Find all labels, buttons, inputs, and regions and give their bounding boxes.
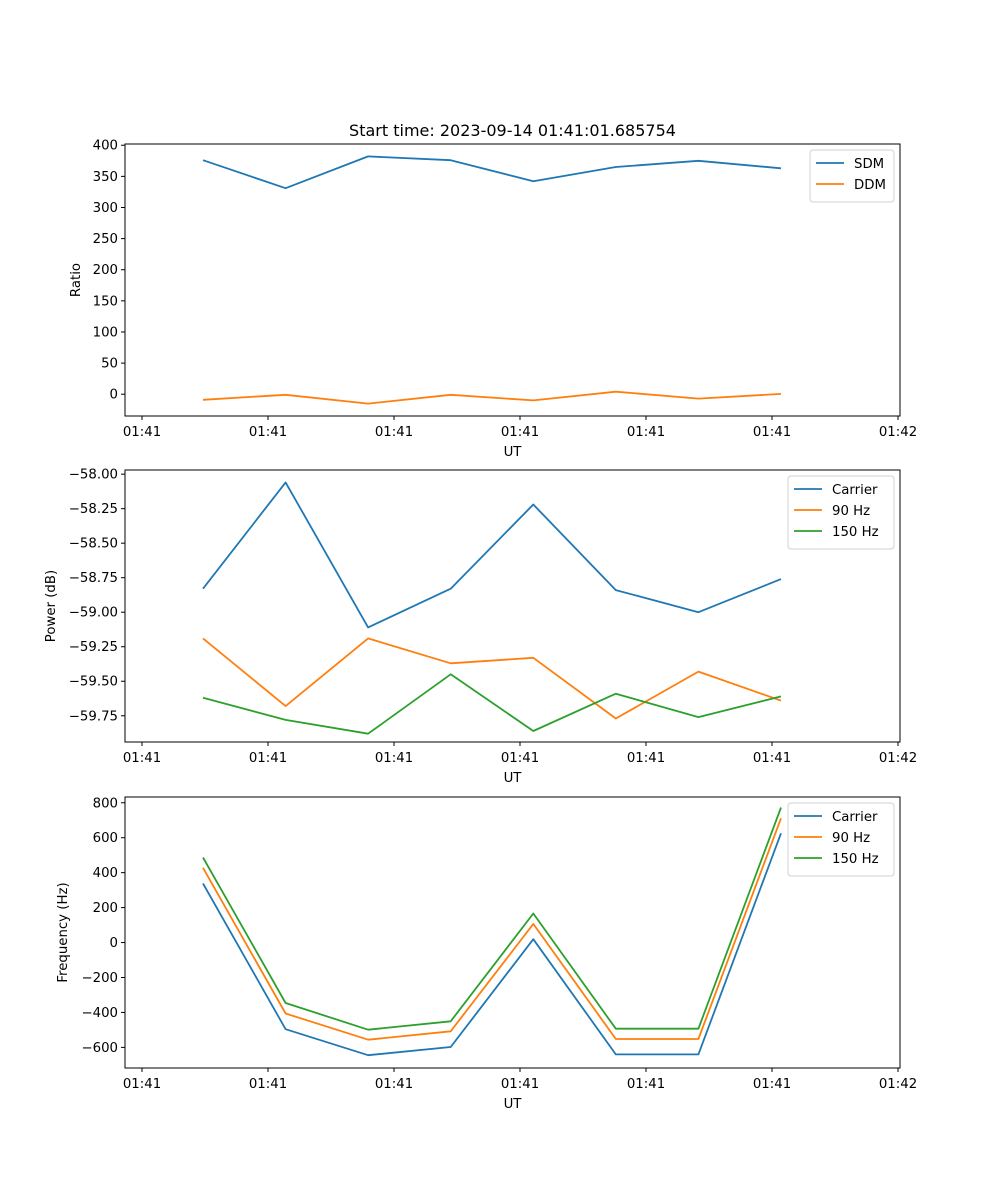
- x-tick-label: 01:41: [249, 751, 287, 766]
- y-tick-label: 200: [93, 901, 118, 916]
- y-tick-label: 600: [93, 831, 118, 846]
- y-tick-label: −58.75: [69, 571, 118, 586]
- x-tick-label: 01:41: [123, 1077, 161, 1092]
- x-axis-label: UT: [504, 1097, 523, 1112]
- x-tick-label: 01:42: [879, 425, 917, 440]
- panel-2: −58.00 −58.25 −58.50 −58.75 −59.00 −59.25 −59.…: [44, 468, 917, 786]
- series-line-150-hz: [202, 807, 782, 1031]
- legend-label: SDM: [854, 157, 884, 172]
- y-tick-label: 250: [93, 232, 118, 247]
- series-line-carrier: [202, 832, 782, 1057]
- y-tick-label: −59.50: [69, 675, 118, 690]
- y-tick-label: 100: [93, 325, 118, 340]
- legend-label: 90 Hz: [832, 504, 870, 519]
- panel-1: 0 50 100 150 200 250 300 350 400 01:41 01:41 01:41 0…: [69, 121, 917, 460]
- y-tick-label: 0: [110, 936, 118, 951]
- y-tick-label: 200: [93, 263, 118, 278]
- x-tick-label: 01:42: [879, 751, 917, 766]
- y-tick-label: 0: [110, 388, 118, 403]
- x-tick-label: 01:41: [753, 425, 791, 440]
- y-tick-label: −58.00: [69, 468, 118, 483]
- y-tick-label: −400: [81, 1006, 118, 1021]
- x-tick-label: 01:41: [375, 425, 413, 440]
- x-tick-label: 01:42: [879, 1077, 917, 1092]
- y-tick-label: 350: [93, 170, 118, 185]
- x-axis-label: UT: [504, 445, 523, 460]
- y-tick-label: −200: [81, 971, 118, 986]
- legend: SDM DDM: [809, 149, 895, 203]
- x-tick-label: 01:41: [375, 1077, 413, 1092]
- series-line-carrier: [202, 481, 782, 629]
- legend-label: 90 Hz: [832, 831, 870, 846]
- x-tick-label: 01:41: [501, 1077, 539, 1092]
- legend-label: Carrier: [832, 483, 878, 498]
- legend: Carrier 90 Hz 150 Hz: [787, 475, 895, 550]
- x-tick-label: 01:41: [249, 425, 287, 440]
- x-tick-label: 01:41: [627, 425, 665, 440]
- y-tick-label: −600: [81, 1041, 118, 1056]
- y-tick-label: 300: [93, 201, 118, 216]
- series-line-sdm: [202, 155, 782, 190]
- y-axis-label: Ratio: [69, 263, 84, 297]
- y-tick-label: −59.00: [69, 606, 118, 621]
- y-axis-label: Power (dB): [44, 570, 59, 642]
- y-tick-label: 400: [93, 139, 118, 154]
- x-tick-label: 01:41: [123, 425, 161, 440]
- axes-frame: [124, 469, 901, 743]
- chart-title: Start time: 2023-09-14 01:41:01.685754: [349, 121, 676, 140]
- legend: Carrier 90 Hz 150 Hz: [787, 802, 895, 877]
- axes-frame: [124, 143, 901, 417]
- y-tick-label: −58.25: [69, 502, 118, 517]
- y-tick-label: −58.50: [69, 537, 118, 552]
- legend-label: 150 Hz: [832, 525, 879, 540]
- legend-label: 150 Hz: [832, 852, 879, 867]
- y-tick-label: 800: [93, 796, 118, 811]
- y-tick-label: −59.25: [69, 640, 118, 655]
- x-tick-label: 01:41: [627, 1077, 665, 1092]
- x-tick-label: 01:41: [753, 1077, 791, 1092]
- series-line-90-hz: [202, 817, 782, 1041]
- axes-frame: [124, 796, 901, 1069]
- x-tick-label: 01:41: [501, 425, 539, 440]
- series-line-ddm: [202, 390, 782, 405]
- x-tick-label: 01:41: [501, 751, 539, 766]
- y-tick-label: 150: [93, 294, 118, 309]
- panel-3: −600 −400 −200 0 200 400 600 800 01:41 01:41 01:41…: [56, 796, 917, 1112]
- series-line-150-hz: [202, 673, 782, 735]
- y-tick-label: 50: [101, 357, 118, 372]
- x-tick-label: 01:41: [249, 1077, 287, 1092]
- legend-label: DDM: [854, 178, 886, 193]
- legend-label: Carrier: [832, 810, 878, 825]
- series-line-90-hz: [202, 637, 782, 720]
- x-tick-label: 01:41: [753, 751, 791, 766]
- x-tick-label: 01:41: [627, 751, 665, 766]
- x-tick-label: 01:41: [123, 751, 161, 766]
- y-tick-label: 400: [93, 866, 118, 881]
- y-axis-label: Frequency (Hz): [56, 882, 71, 982]
- y-tick-label: −59.75: [69, 709, 118, 724]
- x-tick-label: 01:41: [375, 751, 413, 766]
- x-axis-label: UT: [504, 771, 523, 786]
